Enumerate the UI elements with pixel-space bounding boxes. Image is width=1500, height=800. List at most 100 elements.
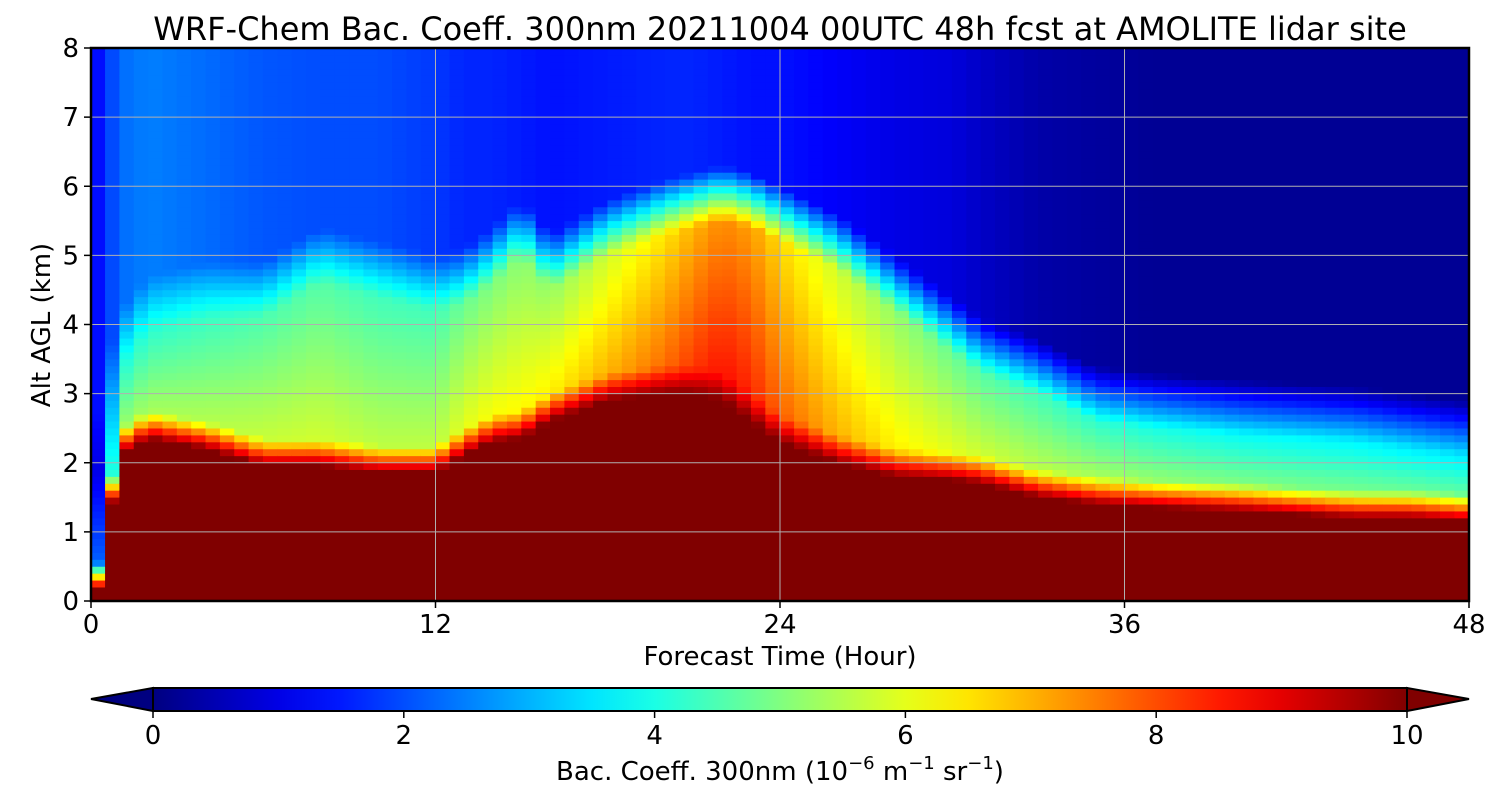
heatmap-cell [435, 289, 451, 298]
heatmap-cell [937, 282, 953, 291]
heatmap-cell [521, 414, 537, 422]
heatmap-cell [176, 213, 192, 222]
heatmap-cell [578, 206, 594, 215]
heatmap-cell [794, 68, 809, 76]
heatmap-cell [679, 462, 695, 470]
heatmap-cell [191, 448, 207, 457]
heatmap-cell [607, 455, 623, 464]
heatmap-cell [937, 393, 953, 401]
heatmap-cell [377, 351, 393, 360]
heatmap-cell [478, 75, 494, 83]
heatmap-cell [306, 268, 321, 277]
heatmap-cell [248, 462, 264, 470]
heatmap-cell [693, 379, 709, 388]
heatmap-cell [133, 559, 149, 567]
heatmap-cell [277, 109, 293, 118]
heatmap-cell [133, 296, 149, 305]
heatmap-cell [234, 275, 250, 284]
heatmap-cell [320, 503, 336, 512]
heatmap-cell [148, 220, 164, 229]
heatmap-cell [521, 282, 537, 291]
heatmap-cell [306, 531, 321, 540]
heatmap-cell [478, 206, 494, 215]
heatmap-cell [851, 261, 867, 270]
heatmap-cell [176, 317, 192, 325]
heatmap-cell [478, 310, 494, 318]
heatmap-cell [119, 455, 135, 464]
heatmap-cell [837, 427, 853, 436]
heatmap-cell [320, 338, 336, 346]
heatmap-cell [578, 559, 594, 567]
heatmap-cell [406, 137, 422, 146]
heatmap-cell [894, 483, 910, 491]
heatmap-cell [291, 310, 307, 318]
heatmap-cell [779, 379, 795, 388]
heatmap-cell [837, 123, 853, 132]
heatmap-cell [808, 344, 824, 353]
heatmap-cell [951, 317, 967, 325]
heatmap-cell [851, 593, 867, 601]
heatmap-cell [492, 427, 508, 436]
heatmap-cell [650, 248, 666, 256]
heatmap-cell [908, 552, 924, 560]
heatmap-cell [306, 331, 321, 339]
heatmap-cell [880, 54, 896, 63]
heatmap-cell [550, 248, 565, 256]
heatmap-cell [277, 538, 293, 546]
heatmap-cell [564, 344, 580, 353]
heatmap-cell [191, 490, 207, 498]
heatmap-cell [636, 179, 652, 187]
heatmap-cell [880, 344, 896, 353]
heatmap-cell [908, 220, 924, 229]
heatmap-cell [119, 255, 135, 263]
heatmap-cell [550, 393, 565, 401]
heatmap-cell [707, 275, 723, 284]
heatmap-cell [248, 82, 264, 90]
heatmap-cell [219, 358, 235, 367]
heatmap-cell [334, 545, 350, 553]
heatmap-cell [621, 324, 637, 332]
heatmap-cell [779, 172, 795, 180]
heatmap-cell [506, 545, 522, 553]
heatmap-cell [750, 344, 766, 353]
heatmap-cell [894, 241, 910, 249]
heatmap-cell [578, 75, 594, 83]
heatmap-cell [248, 54, 264, 63]
heatmap-cell [894, 344, 910, 353]
heatmap-cell [951, 407, 967, 415]
heatmap-cell [794, 303, 809, 311]
heatmap-cell [435, 123, 451, 132]
heatmap-cell [363, 579, 379, 588]
heatmap-cell [306, 483, 321, 491]
heatmap-cell [880, 75, 896, 83]
heatmap-cell [277, 151, 293, 159]
heatmap-cell [736, 165, 752, 173]
heatmap-cell [837, 116, 853, 125]
heatmap-cell [808, 476, 824, 484]
heatmap-cell [91, 338, 106, 346]
heatmap-cell [794, 213, 809, 222]
heatmap-cell [105, 165, 120, 173]
heatmap-cell [693, 483, 709, 491]
heatmap-cell [664, 220, 680, 229]
heatmap-cell [808, 234, 824, 242]
heatmap-cell [349, 490, 365, 498]
heatmap-cell [435, 75, 451, 83]
heatmap-cell [937, 213, 953, 222]
heatmap-cell [506, 75, 522, 83]
heatmap-cell [133, 503, 149, 512]
heatmap-cell [363, 109, 379, 118]
heatmap-cell [492, 593, 508, 601]
heatmap-cell [822, 268, 838, 277]
heatmap-cell [463, 414, 479, 422]
heatmap-cell [234, 351, 250, 360]
heatmap-cell [478, 566, 494, 574]
heatmap-cell [449, 372, 465, 381]
heatmap-cell [334, 61, 350, 70]
heatmap-cell [937, 96, 953, 104]
heatmap-cell [176, 407, 192, 415]
heatmap-cell [837, 552, 853, 560]
heatmap-cell [435, 586, 451, 595]
heatmap-cell [349, 573, 365, 581]
heatmap-cell [277, 179, 293, 187]
